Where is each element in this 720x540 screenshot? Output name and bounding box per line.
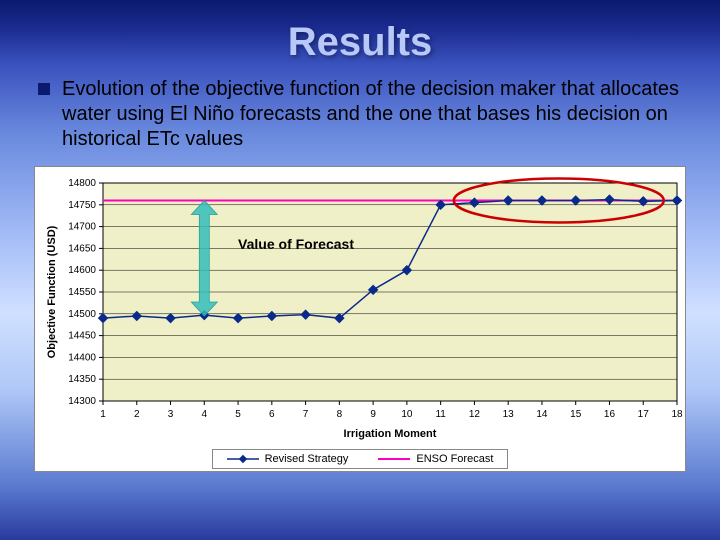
legend-swatch-revised: [227, 454, 259, 464]
svg-text:15: 15: [570, 409, 582, 420]
svg-text:2: 2: [134, 409, 140, 420]
svg-text:14450: 14450: [68, 331, 96, 342]
bullet-icon: [38, 83, 50, 95]
svg-text:14550: 14550: [68, 287, 96, 298]
legend-swatch-enso: [378, 454, 410, 464]
svg-text:9: 9: [370, 409, 376, 420]
svg-text:14500: 14500: [68, 309, 96, 320]
slide-title: Results: [30, 20, 690, 65]
chart-legend: Revised Strategy ENSO Forecast: [212, 449, 509, 469]
svg-text:Objective Function (USD): Objective Function (USD): [46, 225, 58, 358]
svg-text:14750: 14750: [68, 200, 96, 211]
svg-text:14600: 14600: [68, 265, 96, 276]
svg-text:12: 12: [469, 409, 481, 420]
svg-text:13: 13: [503, 409, 515, 420]
chart-svg: 14300 14350 14400 14450 14500 14550 14600 14650…: [41, 173, 691, 443]
legend-item-revised: Revised Strategy: [227, 453, 349, 465]
svg-text:3: 3: [168, 409, 174, 420]
svg-text:14: 14: [536, 409, 548, 420]
svg-text:14350: 14350: [68, 374, 96, 385]
svg-text:14300: 14300: [68, 396, 96, 407]
bullet-item: Evolution of the objective function of t…: [38, 77, 682, 152]
legend-item-enso: ENSO Forecast: [378, 453, 493, 465]
svg-text:14400: 14400: [68, 352, 96, 363]
svg-text:5: 5: [235, 409, 241, 420]
svg-text:1: 1: [100, 409, 106, 420]
svg-text:14700: 14700: [68, 222, 96, 233]
value-of-forecast-label: Value of Forecast: [238, 236, 354, 252]
svg-text:10: 10: [401, 409, 413, 420]
svg-text:7: 7: [303, 409, 309, 420]
svg-text:14800: 14800: [68, 178, 96, 189]
svg-text:Irrigation Moment: Irrigation Moment: [344, 428, 437, 440]
svg-text:4: 4: [202, 409, 208, 420]
svg-text:16: 16: [604, 409, 616, 420]
svg-text:6: 6: [269, 409, 275, 420]
chart-container: 14300 14350 14400 14450 14500 14550 14600 14650…: [34, 166, 686, 472]
svg-text:14650: 14650: [68, 243, 96, 254]
legend-label-revised: Revised Strategy: [265, 453, 349, 465]
bullet-text: Evolution of the objective function of t…: [62, 77, 682, 152]
slide: Results Evolution of the objective funct…: [0, 0, 720, 540]
svg-text:17: 17: [638, 409, 650, 420]
legend-label-enso: ENSO Forecast: [416, 453, 493, 465]
svg-text:18: 18: [671, 409, 683, 420]
svg-text:11: 11: [435, 409, 446, 420]
svg-text:8: 8: [337, 409, 343, 420]
